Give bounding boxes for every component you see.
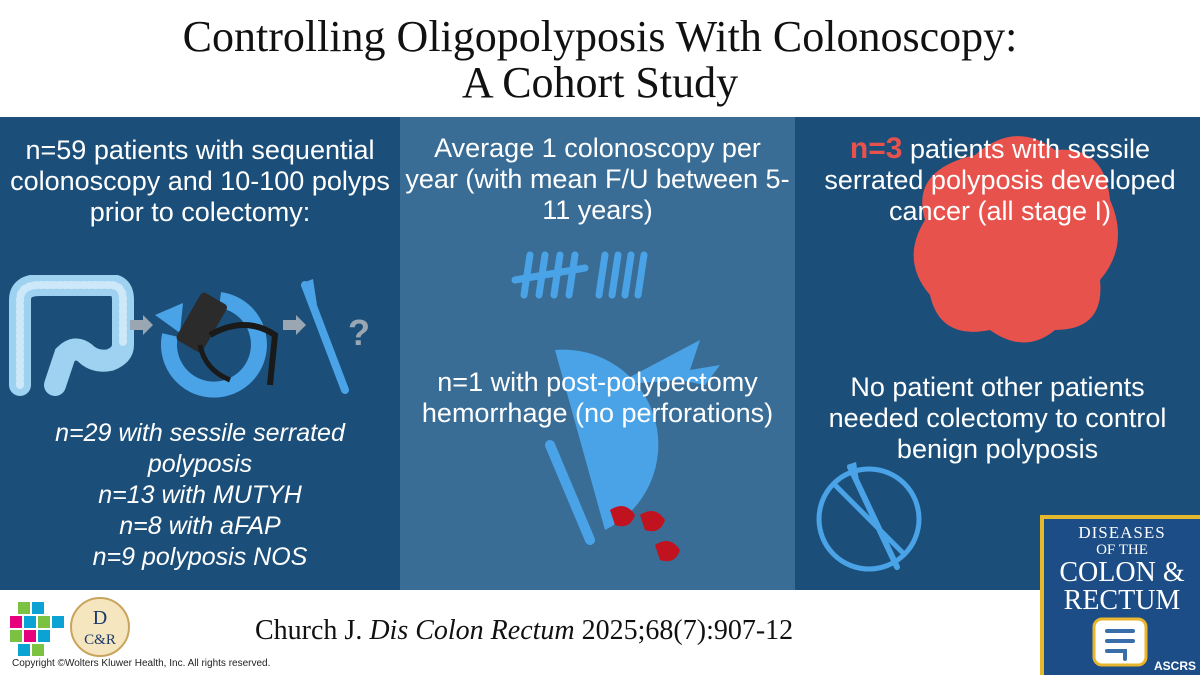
- no-colectomy-text: No patient other patients needed colecto…: [828, 372, 1167, 464]
- citation-reference: 2025;68(7):907-12: [581, 615, 794, 646]
- breakdown-line: n=8 with aFAP: [119, 512, 281, 540]
- citation: Church J. Dis Colon Rectum 2025;68(7):90…: [255, 615, 793, 647]
- tally-marks-icon: [511, 251, 648, 299]
- svg-text:C&R: C&R: [84, 632, 116, 648]
- svg-text:D: D: [93, 607, 107, 629]
- breakdown-line: n=9 polyposis NOS: [92, 543, 308, 571]
- cohort-intro-text: n=59 patients with sequential colonoscop…: [10, 135, 390, 227]
- cancer-cloud-icon: [913, 136, 1118, 343]
- frequency-text: Average 1 colonoscopy per year (with mea…: [405, 133, 790, 225]
- dcr-logo: D C&R: [70, 597, 130, 657]
- arrow-right-icon-2: [283, 315, 306, 335]
- copyright-notice: Copyright ©Wolters Kluwer Health, Inc. A…: [12, 658, 271, 669]
- journal-cover-line: DISEASES: [1078, 523, 1166, 542]
- scalpel-icon: [301, 279, 349, 394]
- panel-surveillance: [400, 117, 795, 590]
- breakdown-line: polyposis: [147, 450, 253, 478]
- hemorrhage-illustration: [545, 340, 720, 562]
- wolters-kluwer-logo: [10, 602, 64, 656]
- subtype-breakdown-list: n=29 with sessile serrated polyposis n=1…: [10, 418, 390, 573]
- cancer-outcome-text: n=3 patients with sessile serrated polyp…: [810, 133, 1190, 227]
- infographic-title: Controlling Oligopolyposis With Colonosc…: [0, 0, 1200, 115]
- arrow-right-icon: [130, 315, 153, 335]
- journal-cover: DISEASES OF THE COLON & RECTUM ASCRS: [1040, 515, 1200, 675]
- colon-icon: [9, 275, 134, 396]
- colonoscope-icon: [155, 292, 279, 398]
- breakdown-line: n=13 with MUTYH: [98, 481, 302, 509]
- title-line-2: A Cohort Study: [461, 58, 739, 107]
- cancer-description: patients with sessile serrated polyposis…: [824, 134, 1176, 226]
- question-mark: ?: [348, 312, 370, 353]
- title-line-1: Controlling Oligopolyposis With Colonosc…: [182, 12, 1018, 61]
- ascrs-label: ASCRS: [1153, 659, 1196, 673]
- colon-logo-icon: [1092, 617, 1148, 667]
- no-surgery-icon: [816, 462, 922, 572]
- citation-author: Church J.: [255, 615, 363, 646]
- journal-cover-title: COLON &: [1059, 557, 1185, 588]
- colectomy-flow-illustration: ?: [9, 275, 370, 398]
- arrow-up-right-icon: [615, 340, 720, 385]
- journal-cover-title: RECTUM: [1063, 585, 1181, 616]
- cancer-count: n=3: [849, 132, 903, 165]
- journal-cover-line: OF THE: [1096, 542, 1148, 558]
- hemorrhage-text: n=1 with post-polypectomy hemorrhage (no…: [421, 367, 774, 428]
- blood-drops-icon: [610, 506, 680, 562]
- citation-journal: Dis Colon Rectum: [369, 615, 575, 646]
- breakdown-line: n=29 with sessile serrated: [55, 419, 345, 447]
- snare-loop-icon: [555, 349, 659, 530]
